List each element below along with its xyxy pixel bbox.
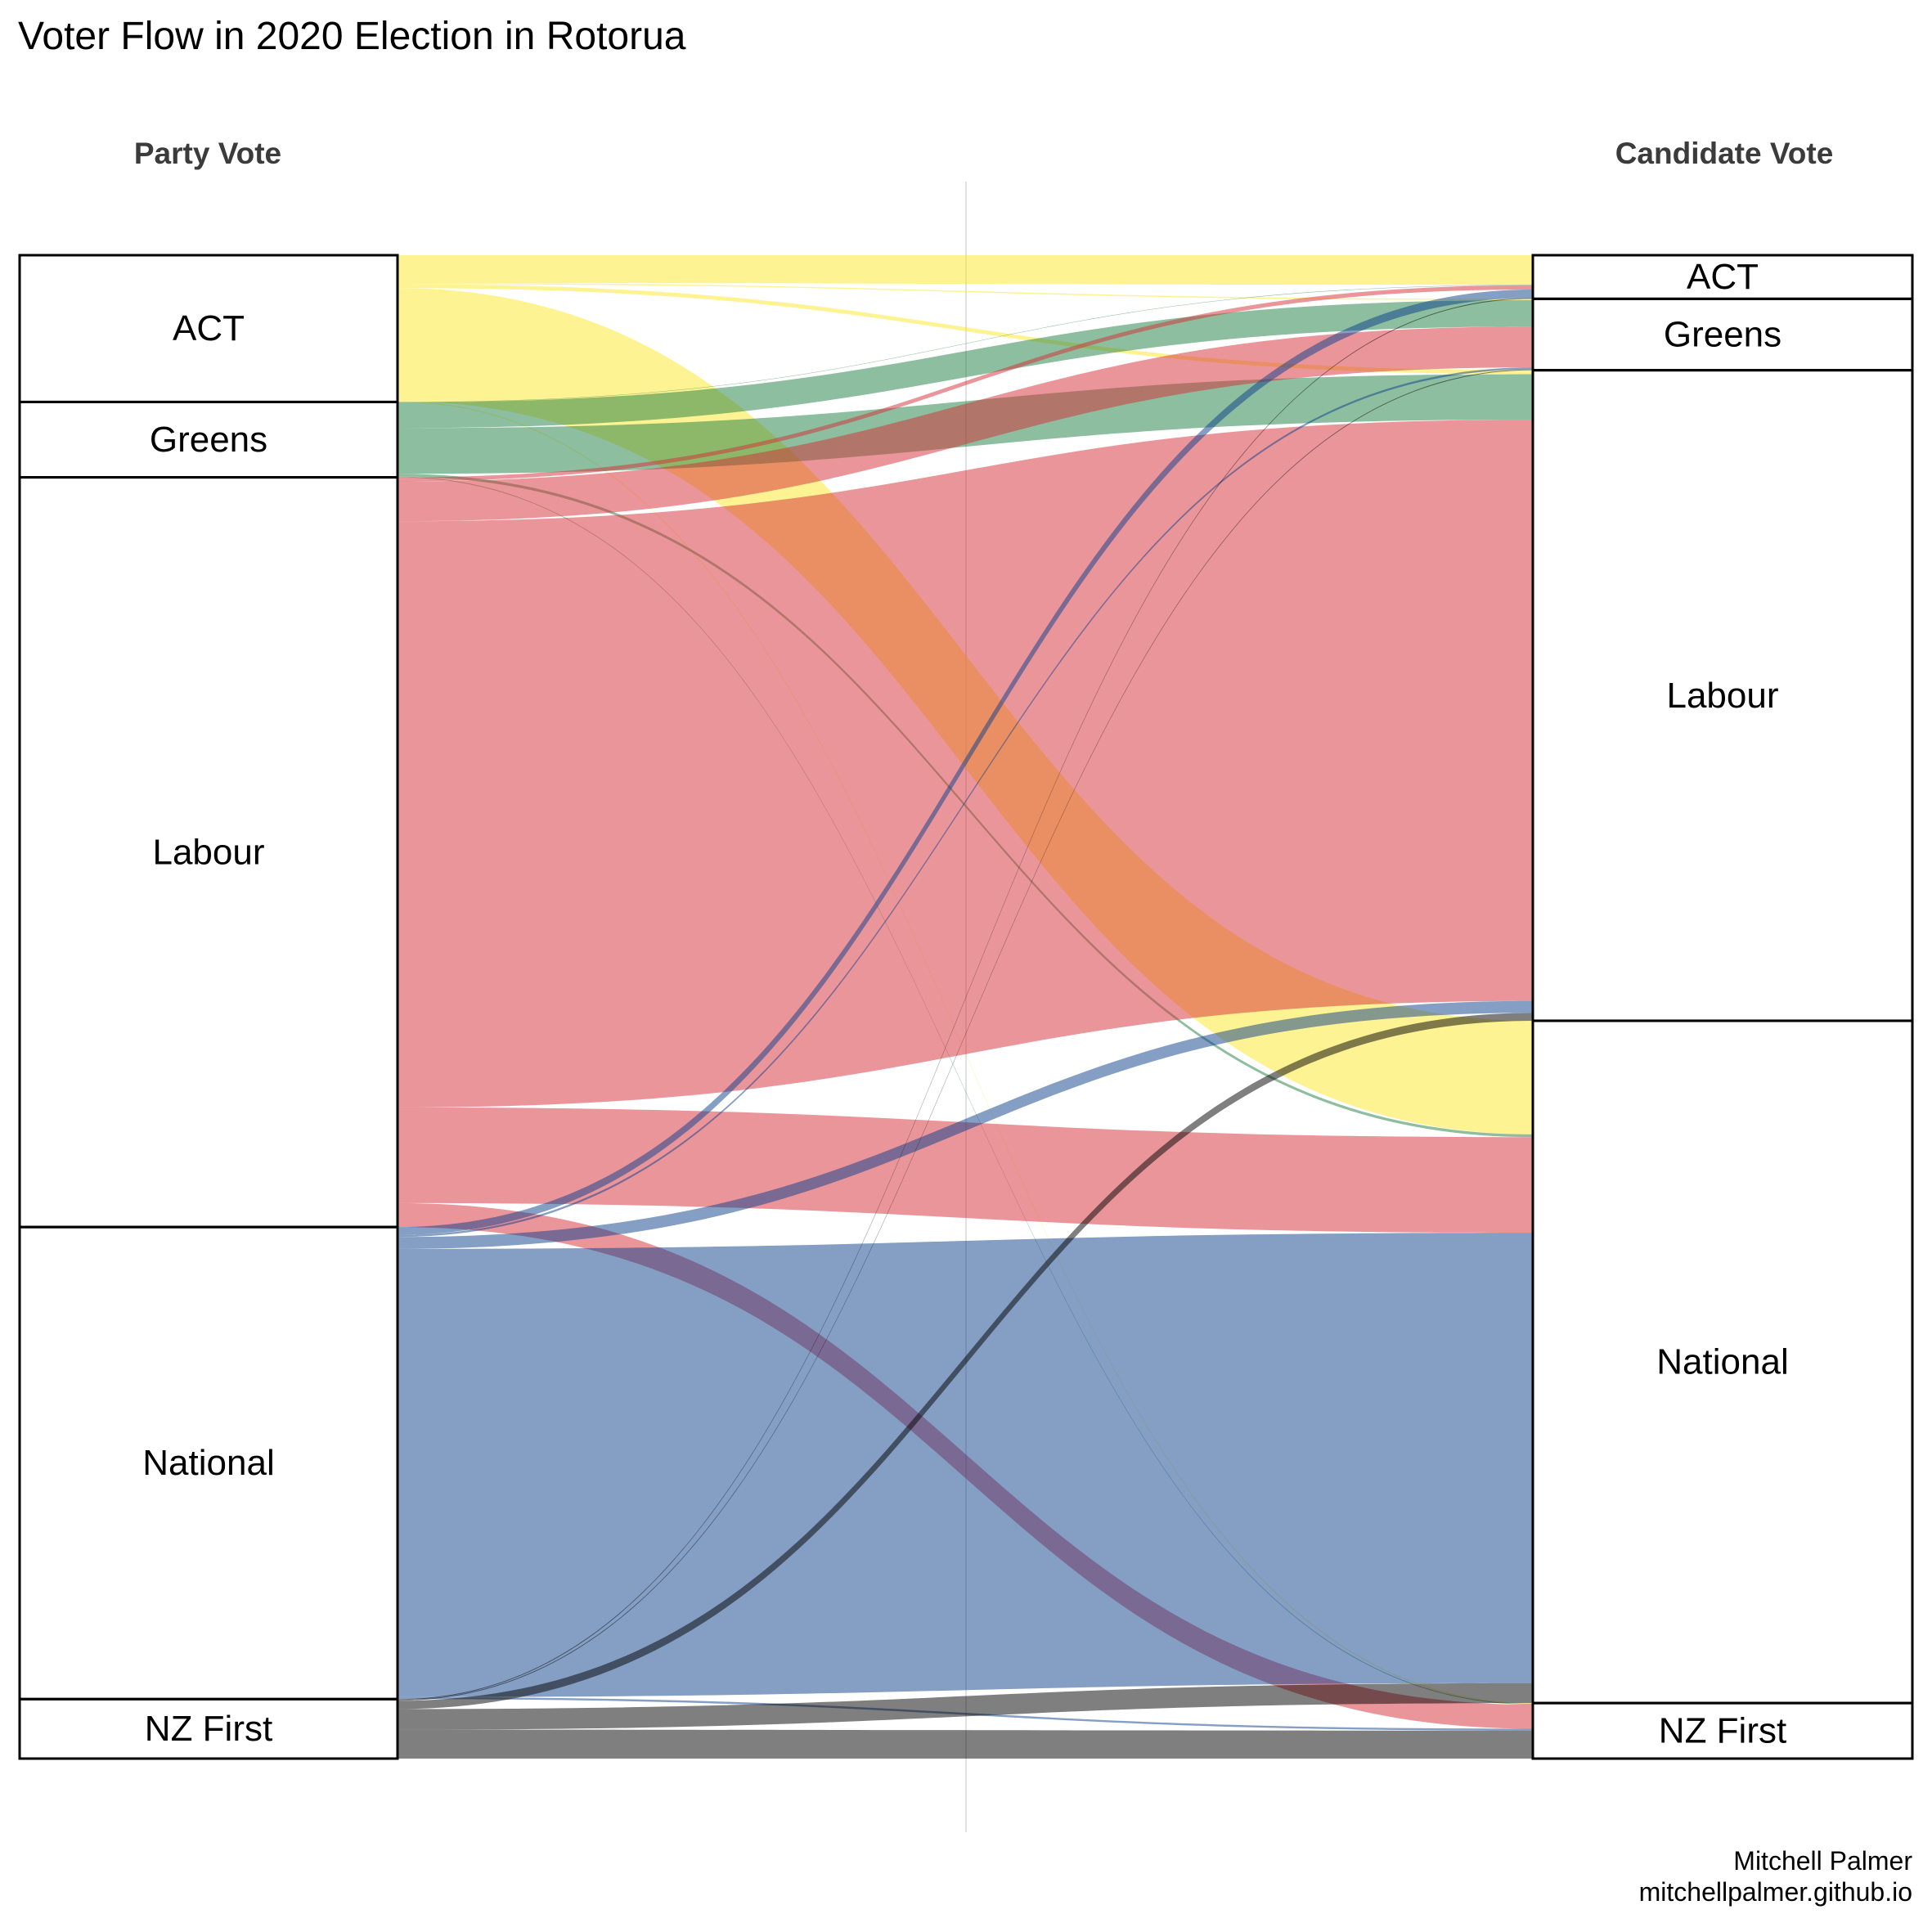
left-node-label-labour: Labour [152, 832, 264, 872]
flow-greens-to-greens [398, 299, 1533, 429]
right-axis-label: Candidate Vote [1615, 137, 1834, 170]
caption-url: mitchellpalmer.github.io [1639, 1877, 1912, 1907]
left-axis-label: Party Vote [134, 137, 281, 170]
right-node-label-national: National [1656, 1342, 1788, 1382]
flow-national-to-greens [398, 367, 1533, 1238]
left-node-label-national: National [142, 1443, 274, 1483]
flow-greens-to-act [398, 285, 1533, 402]
caption-author: Mitchell Palmer [1733, 1846, 1912, 1876]
left-node-label-nz-first: NZ First [145, 1709, 272, 1749]
flow-labour-to-national [398, 1107, 1533, 1233]
right-node-label-act: ACT [1687, 257, 1759, 297]
flow-act-to-labour [398, 284, 1533, 375]
flow-national-to-labour [398, 1000, 1533, 1249]
flow-greens-to-nz-first [398, 476, 1533, 1705]
flow-nz-first-to-labour [398, 1013, 1533, 1710]
stratum-nodes: ACT Greens Labour National NZ First ACT Greens… [18, 254, 1914, 1760]
flow-nz-first-to-nz-first [398, 1729, 1533, 1759]
right-node-label-greens: Greens [1664, 314, 1781, 354]
left-node-label-act: ACT [173, 308, 245, 348]
flow-nz-first-to-greens [398, 369, 1533, 1701]
flow-ribbons [398, 255, 1533, 1759]
flow-act-to-act [398, 255, 1533, 285]
flow-nz-first-to-act [398, 298, 1533, 1701]
flow-act-to-greens [398, 282, 1533, 300]
chart-title: Voter Flow in 2020 Election in Rotorua [18, 15, 686, 58]
right-node-label-labour: Labour [1666, 676, 1778, 716]
flow-labour-to-greens [398, 326, 1533, 522]
flow-national-to-act [398, 289, 1533, 1235]
flow-national-to-national [398, 1233, 1533, 1697]
left-node-label-greens: Greens [150, 420, 267, 460]
flow-labour-to-act [398, 285, 1533, 482]
left-node-nz-first [18, 1697, 399, 1760]
right-node-nz-first [1531, 1701, 1914, 1760]
right-node-label-nz-first: NZ First [1659, 1711, 1786, 1751]
flow-nz-first-to-national [398, 1683, 1533, 1730]
